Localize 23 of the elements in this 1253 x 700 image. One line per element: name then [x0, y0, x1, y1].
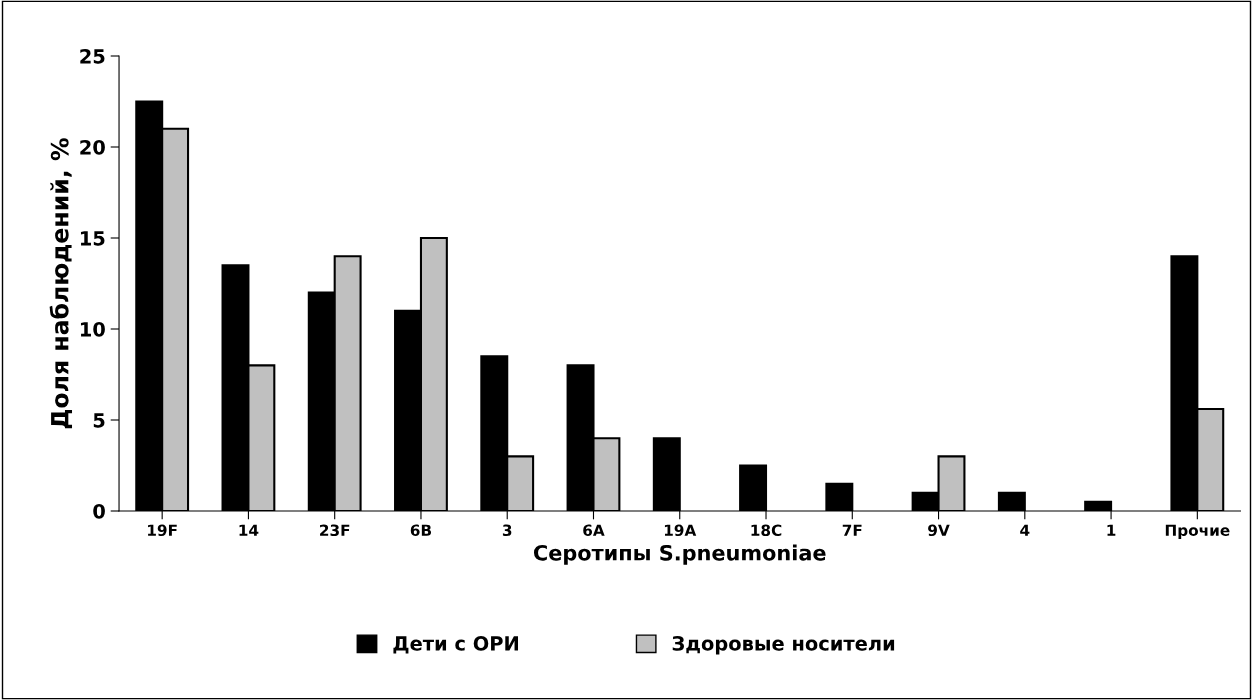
x-tick-label: 7F	[842, 524, 862, 536]
x-tick-label: 9V	[928, 524, 950, 537]
x-tick-label: 23F	[320, 524, 350, 537]
y-tick-label: 5	[93, 413, 105, 428]
x-tick-label: 4	[1020, 524, 1030, 536]
x-tick-label: 6A	[583, 524, 605, 537]
x-tick-label: 18C	[751, 524, 782, 537]
x-tick-label: Прочие	[1165, 524, 1230, 539]
x-tick-label: 14	[239, 524, 259, 536]
y-tick-label: 20	[80, 139, 105, 155]
x-tick-label: 19A	[664, 524, 697, 537]
legend-label: Дети с ОРИ	[393, 636, 519, 654]
y-tick-label: 15	[80, 231, 105, 246]
y-tick-label: 0	[93, 503, 105, 519]
x-axis-title: Серотипы S.pneumoniae	[533, 544, 826, 565]
x-tick-label: 3	[502, 524, 512, 537]
legend-label: Здоровые носители	[672, 636, 895, 655]
x-tick-label: 19F	[148, 524, 177, 537]
y-tick-label: 25	[80, 48, 105, 64]
y-tick-label: 10	[80, 321, 105, 337]
x-tick-label: 1	[1107, 524, 1116, 536]
x-tick-label: 6B	[410, 524, 432, 537]
y-axis-title: Доля наблюдений, %	[49, 138, 73, 429]
